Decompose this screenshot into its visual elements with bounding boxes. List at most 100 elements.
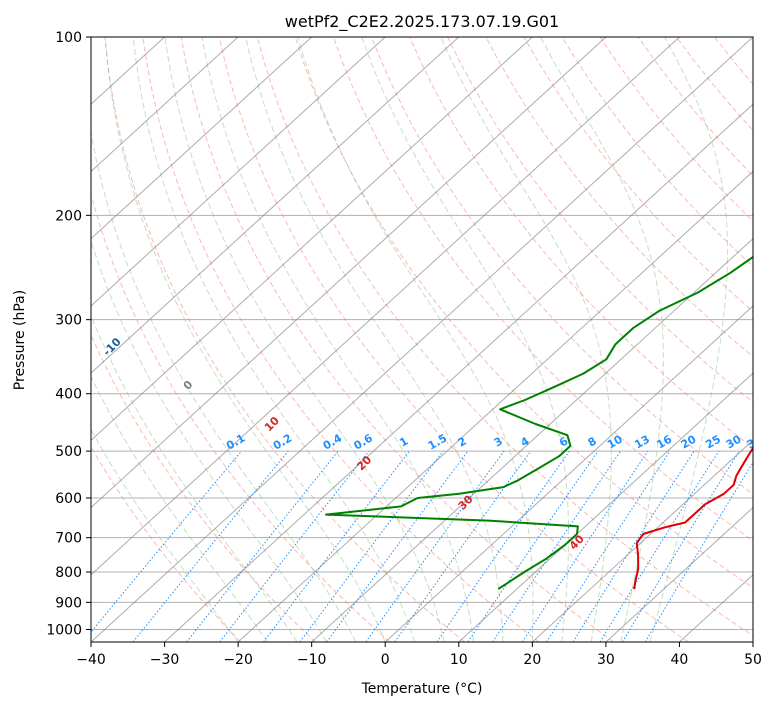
y-tick-label: 700 bbox=[55, 531, 82, 547]
mixing-ratio-line bbox=[546, 450, 671, 642]
y-tick-label: 900 bbox=[55, 595, 82, 611]
mixing-ratio-line bbox=[599, 450, 720, 642]
dry-adiabat-label: 10 bbox=[262, 414, 282, 434]
x-tick-label: 40 bbox=[671, 652, 689, 668]
mixing-ratio-line bbox=[572, 450, 695, 642]
mixing-ratio-label: 3 bbox=[492, 435, 505, 450]
isotherm-line bbox=[605, 506, 753, 642]
isotherm-line bbox=[91, 37, 533, 442]
x-tick-label: 50 bbox=[744, 652, 762, 668]
y-tick-label: 300 bbox=[55, 313, 82, 329]
mixing-ratio-line bbox=[644, 461, 753, 642]
dry-adiabat-line bbox=[371, 37, 753, 495]
dry-adiabat-line bbox=[91, 445, 242, 642]
dry-adiabat-label: -20 bbox=[32, 297, 55, 320]
isotherm-line bbox=[752, 641, 753, 642]
mixing-ratio-line bbox=[365, 450, 505, 642]
mixing-ratio-line bbox=[492, 450, 622, 642]
mixing-ratio-label: 1.5 bbox=[426, 432, 449, 453]
y-axis-title: Pressure (hPa) bbox=[12, 290, 28, 390]
mixing-ratio-line bbox=[522, 450, 649, 642]
mixing-ratio-label: 1 bbox=[397, 435, 410, 450]
x-tick-label: −10 bbox=[297, 652, 327, 668]
dry-adiabat-line bbox=[142, 37, 540, 642]
mixing-ratio-label: 25 bbox=[703, 433, 723, 452]
moist-adiabat-line bbox=[201, 37, 474, 642]
mixing-ratio-label: 10 bbox=[605, 432, 625, 451]
moist-adiabat-line bbox=[540, 37, 664, 642]
y-tick-label: 800 bbox=[55, 565, 82, 581]
plot-background-lines: 0.10.20.40.611.52346810131620253036-100-… bbox=[32, 37, 764, 642]
y-tick-label: 200 bbox=[55, 208, 82, 224]
dry-adiabat-line bbox=[104, 37, 465, 642]
y-tick-label: 1000 bbox=[46, 622, 82, 638]
moist-adiabat-line bbox=[91, 428, 239, 642]
dry-adiabat-label: -10 bbox=[100, 335, 123, 358]
profile-series bbox=[325, 255, 753, 590]
mixing-ratio-label: 30 bbox=[724, 432, 744, 451]
dry-adiabat-line bbox=[752, 37, 753, 39]
moist-adiabat-line bbox=[91, 375, 268, 642]
reference-line-labels: 0.10.20.40.611.52346810131620253036-100-… bbox=[32, 297, 764, 552]
dry-adiabat-line bbox=[256, 37, 753, 637]
dry-adiabat-line bbox=[409, 37, 753, 449]
dry-adiabat-label: 20 bbox=[354, 453, 374, 473]
isotherm-line bbox=[91, 37, 460, 374]
dry-adiabat-label: 30 bbox=[456, 492, 476, 512]
dry-adiabat-line bbox=[294, 37, 753, 589]
mixing-ratio-line bbox=[436, 450, 570, 642]
x-tick-label: −30 bbox=[150, 652, 180, 668]
moist-adiabat-line bbox=[649, 37, 729, 642]
dry-adiabat-line bbox=[637, 37, 753, 177]
dry-adiabat-line bbox=[561, 37, 753, 267]
isotherm-line bbox=[91, 37, 680, 576]
mixing-ratio-lines bbox=[91, 450, 753, 642]
moist-adiabat-line bbox=[91, 314, 298, 642]
mixing-ratio-label: 16 bbox=[654, 432, 674, 451]
dewpoint-profile bbox=[325, 255, 753, 590]
mixing-ratio-line bbox=[622, 450, 740, 642]
mixing-ratio-line bbox=[186, 450, 339, 642]
plot-frame bbox=[90, 36, 754, 643]
y-tick-label: 100 bbox=[55, 30, 82, 46]
y-tick-label: 500 bbox=[55, 444, 82, 460]
mixing-ratio-line bbox=[299, 450, 444, 642]
x-tick-label: −40 bbox=[76, 652, 106, 668]
isotherm-line bbox=[531, 439, 753, 642]
mixing-ratio-label: 8 bbox=[586, 435, 599, 450]
mixing-ratio-label: 36 bbox=[744, 432, 764, 451]
moist-adiabat-line bbox=[104, 37, 386, 642]
x-tick-label: −20 bbox=[223, 652, 253, 668]
mixing-ratio-label: 0.4 bbox=[321, 431, 345, 452]
dry-adiabat-line bbox=[180, 37, 614, 642]
dry-adiabat-line bbox=[332, 37, 753, 542]
isotherm-line bbox=[91, 37, 753, 642]
moist-adiabat-line bbox=[297, 37, 534, 642]
moist-adiabat-line bbox=[91, 129, 357, 642]
mixing-ratio-line bbox=[91, 450, 242, 633]
isotherm-line bbox=[91, 37, 313, 240]
isotherm-line bbox=[237, 170, 753, 642]
dry-adiabat-line bbox=[218, 37, 689, 642]
dry-adiabat-label: 0 bbox=[181, 378, 196, 393]
x-tick-label: 0 bbox=[381, 652, 390, 668]
mixing-ratio-line bbox=[263, 450, 410, 642]
x-tick-label: 10 bbox=[450, 652, 468, 668]
mixing-ratio-line bbox=[132, 450, 289, 642]
dry-adiabat-line bbox=[675, 37, 753, 131]
x-tick-label: 30 bbox=[597, 652, 615, 668]
mixing-ratio-line bbox=[394, 450, 532, 642]
mixing-ratio-label: 0.6 bbox=[352, 431, 376, 452]
temperature-profile bbox=[633, 446, 753, 590]
y-tick-label: 400 bbox=[55, 387, 82, 403]
x-axis-ticks: −40 −30 −20 −10 0 10 20 30 40 50 bbox=[76, 642, 762, 668]
moist-adiabat-line bbox=[361, 37, 569, 642]
dry-adiabat-line bbox=[523, 37, 753, 313]
dry-adiabat-line bbox=[447, 37, 753, 403]
mixing-ratio-label: 4 bbox=[518, 434, 531, 449]
mixing-ratio-label: 13 bbox=[632, 433, 652, 452]
moist-adiabat-line bbox=[91, 239, 327, 642]
x-tick-label: 20 bbox=[523, 652, 541, 668]
isotherm-line bbox=[91, 37, 386, 307]
